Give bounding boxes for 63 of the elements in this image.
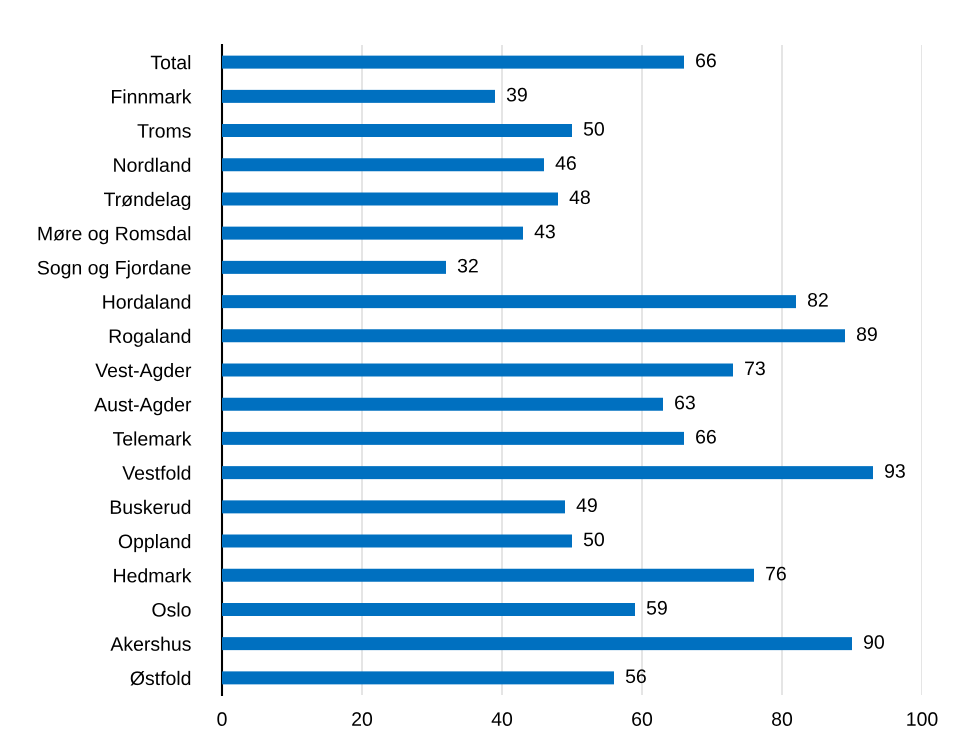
bar <box>222 260 446 274</box>
y-tick-label: Rogaland <box>110 328 190 347</box>
data-label: 39 <box>506 88 527 102</box>
y-tick-label: Aust-Agder <box>94 397 192 416</box>
bar <box>222 671 614 684</box>
y-tick-label: Oppland <box>118 534 190 552</box>
x-tick-label: 20 <box>352 712 372 726</box>
y-tick-label: Vest-Agder <box>95 362 192 382</box>
data-label: 90 <box>864 635 884 649</box>
data-label: 49 <box>576 498 597 512</box>
y-tick-label: Vestfold <box>122 466 190 480</box>
x-tick-label: 0 <box>217 712 227 726</box>
bar <box>222 158 544 172</box>
data-label: 43 <box>534 224 555 238</box>
y-tick-label: Troms <box>138 124 191 138</box>
data-label: 93 <box>885 464 905 478</box>
bar <box>222 295 796 308</box>
data-label: 89 <box>856 327 877 342</box>
y-tick-label: Finnmark <box>112 89 192 104</box>
y-tick-label: Oslo <box>152 602 191 617</box>
data-label: 56 <box>626 669 646 684</box>
bar <box>222 432 684 445</box>
bar <box>222 500 565 514</box>
bar <box>222 226 523 240</box>
data-label: 50 <box>584 122 604 136</box>
data-label: 82 <box>808 293 828 307</box>
bar <box>222 466 873 480</box>
y-tick-label: Trøndelag <box>104 192 190 210</box>
y-tick-label: Østfold <box>130 670 190 686</box>
x-tick-label: 60 <box>632 712 652 726</box>
data-label: 76 <box>766 566 786 580</box>
data-label: 50 <box>584 532 604 546</box>
bar <box>222 398 663 411</box>
data-label: 66 <box>696 54 716 68</box>
bar <box>222 124 572 138</box>
bar <box>222 90 495 103</box>
y-tick-label: Telemark <box>113 431 192 446</box>
data-label: 73 <box>745 361 765 376</box>
y-tick-label: Sogn og Fjordane <box>38 260 191 278</box>
data-label: 59 <box>646 600 667 615</box>
y-tick-label: Total <box>150 55 190 70</box>
bar <box>222 568 754 582</box>
bar <box>222 329 845 342</box>
y-tick-label: Hordaland <box>103 294 190 309</box>
data-label: 32 <box>458 258 478 273</box>
y-tick-label: Akershus <box>110 636 191 651</box>
bar <box>222 56 684 69</box>
y-tick-label: Møre og Romsdal <box>38 226 190 244</box>
data-label: 63 <box>675 396 695 410</box>
x-tick-label: 80 <box>772 712 792 726</box>
x-tick-label: 100 <box>907 712 938 726</box>
data-label: 46 <box>556 156 576 170</box>
data-label: 66 <box>696 430 716 444</box>
bar <box>222 364 733 376</box>
y-tick-label: Buskerud <box>110 500 190 514</box>
y-tick-label: Hedmark <box>114 568 192 582</box>
data-label: 48 <box>570 190 590 204</box>
bar <box>222 602 635 616</box>
bar <box>222 534 572 548</box>
bar <box>222 637 852 650</box>
y-tick-label: Nordland <box>114 158 190 172</box>
bar <box>222 192 558 206</box>
x-tick-label: 40 <box>492 712 512 726</box>
